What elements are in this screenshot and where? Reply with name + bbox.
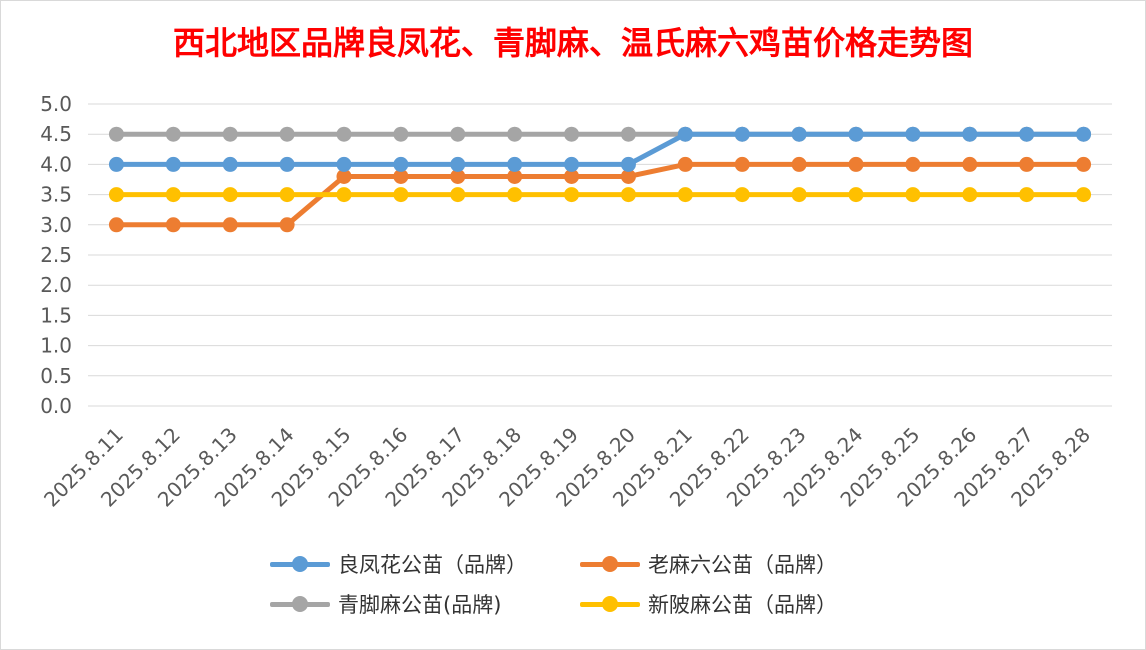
data-point	[165, 126, 181, 142]
data-point	[222, 187, 238, 203]
data-point	[677, 126, 693, 142]
y-tick-label: 0.0	[40, 394, 72, 418]
data-point	[393, 156, 409, 172]
legend-item-0: 良凤花公苗（品牌）	[270, 548, 527, 580]
data-point	[620, 126, 636, 142]
data-point	[734, 187, 750, 203]
y-tick-label: 4.5	[40, 122, 72, 146]
legend-swatch-0	[270, 548, 330, 580]
data-point	[393, 168, 409, 184]
data-point	[222, 217, 238, 233]
data-point	[507, 187, 523, 203]
data-point	[165, 217, 181, 233]
data-point	[336, 168, 352, 184]
data-point	[677, 156, 693, 172]
data-point	[677, 187, 693, 203]
series-3	[108, 187, 1092, 203]
y-tick-label: 2.0	[40, 273, 72, 297]
data-point	[1076, 156, 1092, 172]
data-point	[108, 217, 124, 233]
data-point	[1076, 187, 1092, 203]
data-point	[962, 156, 978, 172]
data-point	[108, 156, 124, 172]
data-point	[279, 156, 295, 172]
legend-item-2: 青脚麻公苗(品牌)	[270, 588, 501, 620]
data-point	[279, 187, 295, 203]
data-point	[564, 168, 580, 184]
data-point	[450, 168, 466, 184]
data-point	[108, 187, 124, 203]
data-point	[279, 126, 295, 142]
data-point	[393, 187, 409, 203]
y-tick-label: 1.5	[40, 303, 72, 327]
series-1	[108, 156, 1092, 233]
data-point	[564, 187, 580, 203]
x-axis: 2025.8.112025.8.122025.8.132025.8.142025…	[39, 423, 1095, 512]
data-point	[734, 126, 750, 142]
legend-swatch-3	[580, 588, 640, 620]
data-point	[848, 187, 864, 203]
data-point	[165, 187, 181, 203]
legend-item-1: 老麻六公苗（品牌）	[580, 548, 837, 580]
data-point	[336, 156, 352, 172]
legend-swatch-1	[580, 548, 640, 580]
legend-item-3: 新陂麻公苗（品牌）	[580, 588, 837, 620]
data-point	[1076, 126, 1092, 142]
data-point	[1019, 126, 1035, 142]
data-point	[905, 156, 921, 172]
legend-swatch-2	[270, 588, 330, 620]
y-tick-label: 3.5	[40, 183, 72, 207]
data-point	[222, 126, 238, 142]
data-point	[336, 126, 352, 142]
data-point	[620, 156, 636, 172]
data-point	[507, 168, 523, 184]
data-point	[507, 156, 523, 172]
y-tick-label: 1.0	[40, 334, 72, 358]
y-tick-label: 4.0	[40, 152, 72, 176]
data-point	[165, 156, 181, 172]
chart-title: 西北地区品牌良凤花、青脚麻、温氏麻六鸡苗价格走势图	[172, 24, 973, 62]
data-point	[1019, 156, 1035, 172]
data-point	[393, 126, 409, 142]
data-point	[905, 126, 921, 142]
data-point	[336, 187, 352, 203]
data-point	[279, 217, 295, 233]
legend-label-1: 老麻六公苗（品牌）	[648, 553, 837, 577]
data-point	[962, 126, 978, 142]
y-tick-label: 5.0	[40, 92, 72, 116]
data-point	[848, 126, 864, 142]
data-point	[791, 126, 807, 142]
data-point	[108, 126, 124, 142]
y-axis: 0.0 0.5 1.0 1.5 2.0 2.5 3.0 3.5 4.0 4.5 5.0	[40, 92, 72, 418]
y-tick-label: 2.5	[40, 243, 72, 267]
legend-label-0: 良凤花公苗（品牌）	[338, 553, 527, 577]
y-tick-label: 3.0	[40, 213, 72, 237]
data-point	[620, 168, 636, 184]
data-point	[962, 187, 978, 203]
data-point	[450, 156, 466, 172]
series-line	[113, 131, 1087, 167]
legend-label-2: 青脚麻公苗(品牌)	[338, 593, 502, 617]
data-point	[507, 126, 523, 142]
data-point	[905, 187, 921, 203]
plot-area	[108, 126, 1092, 233]
data-point	[791, 187, 807, 203]
grid	[88, 103, 1112, 407]
data-point	[791, 156, 807, 172]
data-point	[450, 187, 466, 203]
data-point	[734, 156, 750, 172]
y-tick-label: 0.5	[40, 364, 72, 388]
data-point	[848, 156, 864, 172]
data-point	[564, 156, 580, 172]
data-point	[564, 126, 580, 142]
data-point	[620, 187, 636, 203]
data-point	[222, 156, 238, 172]
data-point	[1019, 187, 1035, 203]
series-0	[108, 126, 1092, 172]
data-point	[450, 126, 466, 142]
series-line	[113, 161, 1087, 228]
legend-label-3: 新陂麻公苗（品牌）	[648, 593, 837, 617]
